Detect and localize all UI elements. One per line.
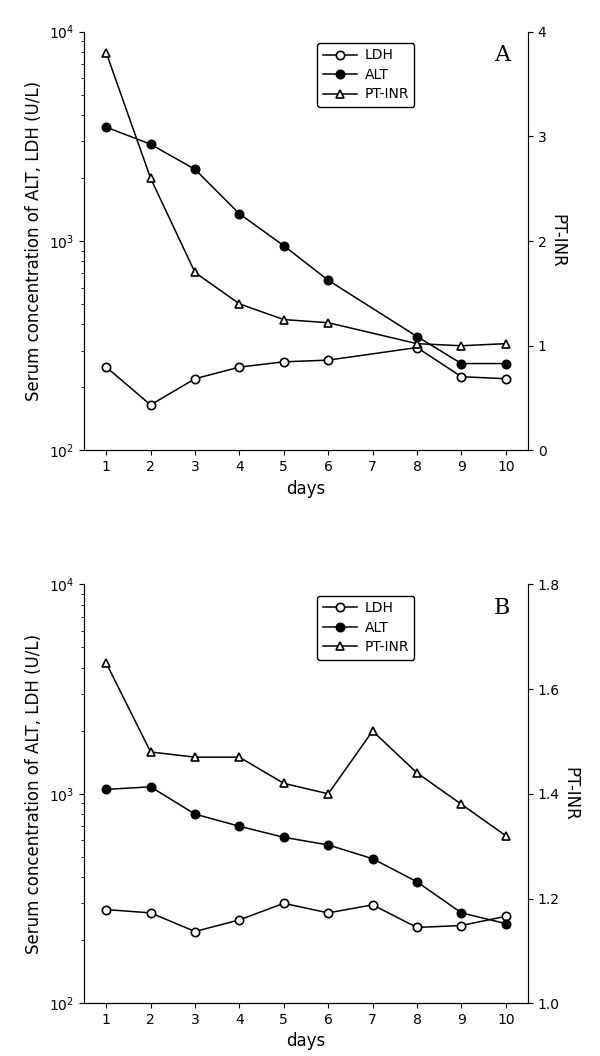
ALT xyxy=(325,274,332,286)
PT-INR xyxy=(236,751,243,763)
PT-INR xyxy=(280,777,287,790)
Text: B: B xyxy=(494,597,510,619)
Line: LDH: LDH xyxy=(102,343,510,409)
ALT xyxy=(502,357,509,370)
X-axis label: days: days xyxy=(286,479,326,497)
PT-INR xyxy=(325,317,332,329)
LDH xyxy=(458,371,465,383)
ALT xyxy=(191,808,199,821)
LDH xyxy=(103,903,110,916)
LDH xyxy=(191,925,199,938)
PT-INR xyxy=(103,657,110,670)
ALT xyxy=(147,780,154,793)
ALT xyxy=(369,852,376,865)
Y-axis label: PT-INR: PT-INR xyxy=(548,214,566,268)
Legend: LDH, ALT, PT-INR: LDH, ALT, PT-INR xyxy=(317,43,415,107)
ALT xyxy=(103,784,110,796)
PT-INR xyxy=(191,266,199,279)
ALT xyxy=(236,207,243,220)
PT-INR xyxy=(502,829,509,842)
PT-INR xyxy=(280,314,287,326)
Line: ALT: ALT xyxy=(102,122,510,367)
Text: A: A xyxy=(494,44,510,67)
PT-INR xyxy=(413,337,421,350)
PT-INR xyxy=(236,298,243,310)
LDH xyxy=(147,906,154,919)
PT-INR xyxy=(413,767,421,779)
ALT xyxy=(280,831,287,844)
PT-INR xyxy=(191,751,199,763)
PT-INR xyxy=(458,339,465,352)
ALT xyxy=(413,331,421,343)
LDH xyxy=(413,341,421,354)
ALT xyxy=(413,875,421,888)
LDH xyxy=(103,361,110,374)
ALT xyxy=(147,138,154,151)
ALT xyxy=(103,120,110,133)
Y-axis label: Serum concentration of ALT, LDH (U/L): Serum concentration of ALT, LDH (U/L) xyxy=(25,634,43,954)
Legend: LDH, ALT, PT-INR: LDH, ALT, PT-INR xyxy=(317,596,415,660)
ALT xyxy=(280,240,287,252)
PT-INR xyxy=(458,798,465,811)
PT-INR xyxy=(147,172,154,185)
Y-axis label: Serum concentration of ALT, LDH (U/L): Serum concentration of ALT, LDH (U/L) xyxy=(25,81,43,401)
PT-INR xyxy=(147,746,154,758)
Line: ALT: ALT xyxy=(102,782,510,928)
LDH xyxy=(502,373,509,385)
Line: PT-INR: PT-INR xyxy=(102,49,510,350)
ALT xyxy=(191,163,199,175)
LDH xyxy=(191,373,199,385)
LDH xyxy=(280,897,287,909)
PT-INR xyxy=(369,724,376,737)
ALT xyxy=(325,838,332,851)
LDH xyxy=(236,361,243,374)
ALT xyxy=(236,819,243,832)
Line: PT-INR: PT-INR xyxy=(102,659,510,840)
LDH xyxy=(147,398,154,411)
LDH xyxy=(369,899,376,911)
LDH xyxy=(236,913,243,926)
PT-INR xyxy=(325,788,332,800)
Line: LDH: LDH xyxy=(102,899,510,936)
ALT xyxy=(502,918,509,930)
LDH xyxy=(413,921,421,934)
LDH xyxy=(502,910,509,923)
ALT xyxy=(458,906,465,919)
LDH xyxy=(280,356,287,369)
X-axis label: days: days xyxy=(286,1033,326,1051)
PT-INR xyxy=(103,46,110,59)
LDH xyxy=(325,354,332,366)
LDH xyxy=(458,919,465,931)
ALT xyxy=(458,357,465,370)
LDH xyxy=(325,906,332,919)
Y-axis label: PT-INR: PT-INR xyxy=(561,767,579,821)
PT-INR xyxy=(502,337,509,350)
